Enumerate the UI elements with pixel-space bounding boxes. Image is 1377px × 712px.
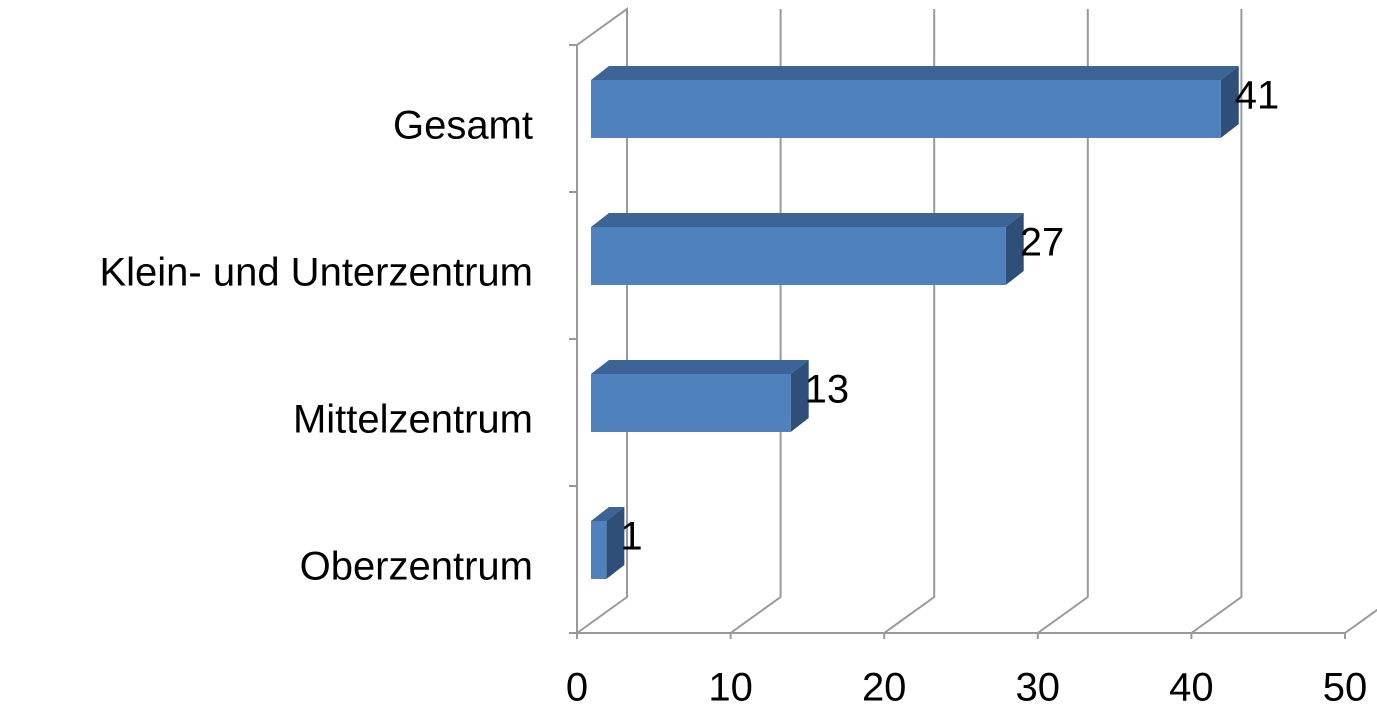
x-tick-label: 20 — [862, 666, 907, 710]
data-label: 1 — [620, 515, 642, 559]
bar-top — [591, 360, 809, 374]
data-label: 41 — [1235, 74, 1280, 118]
grid-line — [883, 9, 936, 634]
y-tick-label: Klein- und Unterzentrum — [99, 251, 533, 295]
grid-line — [1037, 9, 1089, 634]
grid-line — [730, 9, 782, 634]
x-tick-label: 10 — [708, 666, 753, 710]
bar-side — [1005, 213, 1024, 285]
grid-line — [1190, 9, 1243, 634]
bar — [591, 227, 1006, 285]
x-tick-label: 0 — [566, 666, 588, 710]
bar — [591, 80, 1221, 138]
data-label: 13 — [805, 368, 850, 412]
bar-top — [591, 66, 1239, 80]
bar — [591, 521, 607, 579]
bar-top — [591, 213, 1024, 227]
bar — [591, 374, 791, 432]
y-tick-label: Mittelzentrum — [293, 398, 533, 442]
x-tick-label: 30 — [1016, 666, 1061, 710]
grid-line — [576, 9, 628, 634]
bar-top — [591, 507, 625, 521]
bar-side — [790, 360, 809, 432]
y-tick-label: Gesamt — [393, 104, 533, 148]
grid-line — [1344, 608, 1377, 634]
bar-side — [606, 507, 625, 579]
x-tick-label: 50 — [1323, 666, 1368, 710]
data-label: 27 — [1020, 221, 1065, 265]
x-tick-label: 40 — [1169, 666, 1214, 710]
y-tick-label: Oberzentrum — [300, 545, 533, 589]
bar-side — [1220, 66, 1239, 138]
